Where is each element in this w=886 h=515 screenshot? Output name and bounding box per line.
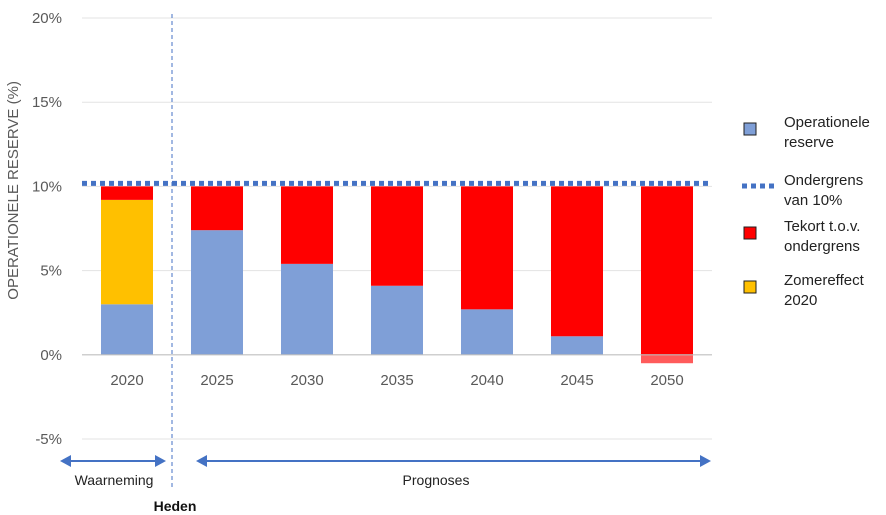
legend-swatch bbox=[743, 122, 757, 136]
bar-segment bbox=[371, 186, 423, 286]
prognoses-arrow-head-left bbox=[196, 455, 207, 467]
bar-segment bbox=[551, 186, 603, 337]
legend-label: van 10% bbox=[784, 192, 842, 209]
x-tick-label: 2045 bbox=[560, 372, 593, 389]
legend: Operationele reserve Ondergrens van 10% Teko… bbox=[742, 114, 870, 309]
waarneming-arrow-head-right bbox=[155, 455, 166, 467]
x-tick-label: 2020 bbox=[110, 372, 143, 389]
annotations: Waarneming Prognoses Heden bbox=[60, 455, 711, 514]
prognoses-label: Prognoses bbox=[403, 472, 470, 488]
legend-swatch bbox=[743, 280, 757, 294]
x-tick-label: 2035 bbox=[380, 372, 413, 389]
axes: -5% 0% 5% 10% 15% 20% OPERATIONELE RESERVE (%)… bbox=[5, 10, 712, 490]
legend-label: Operationele bbox=[784, 114, 870, 131]
bar-segment bbox=[191, 186, 243, 231]
legend-label: 2020 bbox=[784, 292, 817, 309]
legend-label: Tekort t.o.v. bbox=[784, 218, 860, 235]
heden-label: Heden bbox=[154, 498, 197, 514]
bars bbox=[101, 186, 693, 364]
bar-segment bbox=[461, 309, 513, 355]
bar-segment bbox=[101, 304, 153, 355]
x-tick-label: 2030 bbox=[290, 372, 323, 389]
bar-segment bbox=[101, 199, 153, 305]
legend-label: Ondergrens bbox=[784, 172, 863, 189]
y-tick-label: 15% bbox=[32, 94, 62, 111]
bar-segment bbox=[281, 263, 333, 355]
legend-label: ondergrens bbox=[784, 238, 860, 255]
legend-swatch bbox=[743, 226, 757, 240]
legend-label: Zomereffect bbox=[784, 272, 865, 289]
bar-segment bbox=[461, 186, 513, 310]
bar-segment bbox=[371, 285, 423, 355]
bar-segment bbox=[551, 336, 603, 355]
waarneming-label: Waarneming bbox=[75, 472, 154, 488]
bar-segment bbox=[641, 354, 693, 364]
y-tick-label: 0% bbox=[40, 347, 62, 364]
y-tick-label: 10% bbox=[32, 178, 62, 195]
bar-segment bbox=[101, 186, 153, 200]
bar-segment bbox=[641, 186, 693, 355]
y-tick-label: -5% bbox=[35, 431, 62, 448]
x-tick-label: 2040 bbox=[470, 372, 503, 389]
bar-segment bbox=[191, 230, 243, 355]
prognoses-arrow-head-right bbox=[700, 455, 711, 467]
x-tick-label: 2025 bbox=[200, 372, 233, 389]
waarneming-arrow-head-left bbox=[60, 455, 71, 467]
y-axis-label: OPERATIONELE RESERVE (%) bbox=[5, 81, 22, 300]
y-tick-label: 20% bbox=[32, 10, 62, 27]
legend-label: reserve bbox=[784, 134, 834, 151]
y-tick-label: 5% bbox=[40, 263, 62, 280]
x-tick-label: 2050 bbox=[650, 372, 683, 389]
bar-segment bbox=[281, 186, 333, 264]
